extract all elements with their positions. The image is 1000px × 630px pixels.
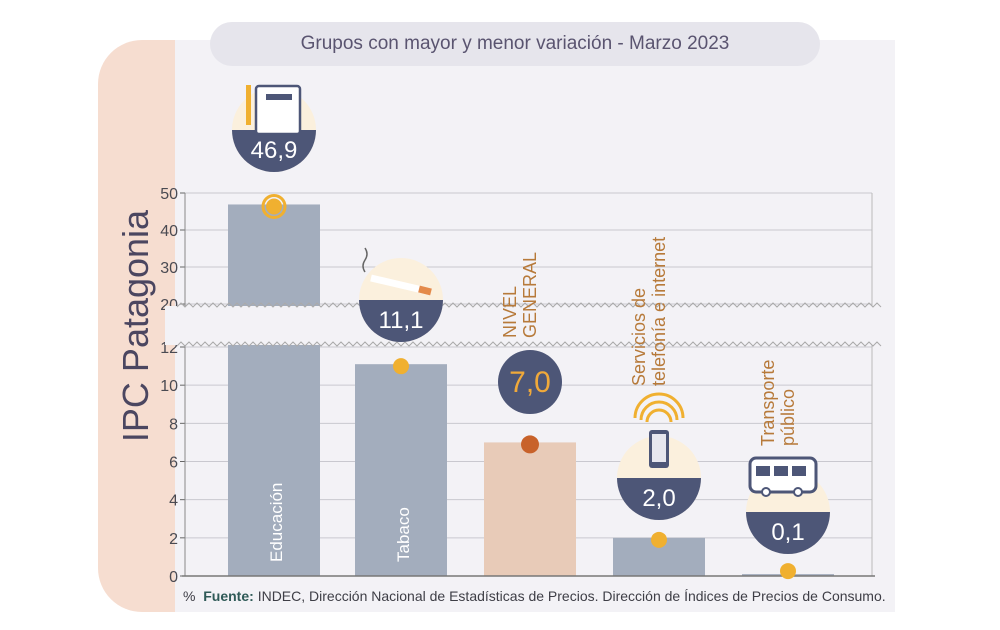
value-label: 2,0 [642, 485, 675, 512]
axis-break-line [176, 302, 882, 308]
value-badge-base [359, 300, 443, 342]
bar-1 [355, 364, 447, 576]
wifi-arc [639, 400, 679, 421]
bus-window [774, 466, 788, 476]
y-tick-label: 50 [160, 186, 178, 203]
value-badge [498, 350, 562, 414]
bus-icon [748, 456, 818, 497]
wifi-arc [645, 408, 673, 423]
value-label: 7,0 [509, 366, 551, 399]
source-label: Fuente: [203, 588, 254, 604]
category-label-line: Educación [267, 483, 286, 562]
value-dot [651, 531, 667, 548]
bar-0 [228, 204, 320, 576]
category-label-line: GENERAL [520, 252, 540, 338]
bus-wheel [793, 487, 803, 497]
category-label: Tabaco [394, 507, 413, 562]
chart-title: Grupos con mayor y menor variación - Mar… [210, 22, 820, 66]
y-tick-label: 0 [169, 569, 178, 586]
value-badge-base [232, 130, 316, 172]
book-label [266, 94, 292, 100]
value-badge-base [617, 478, 701, 520]
book-pencil-icon [246, 84, 302, 136]
y-tick-label: 6 [169, 455, 178, 472]
bus-window [756, 466, 770, 476]
category-label-line: Tabaco [394, 507, 413, 562]
value-dot [521, 435, 539, 454]
bar-2 [484, 442, 576, 576]
bus-wheel [761, 487, 771, 497]
y-tick-label: 4 [169, 493, 178, 510]
category-label: Transportepúblico [758, 360, 798, 446]
y-tick-label: 8 [169, 416, 178, 433]
value-label: 11,1 [379, 307, 424, 334]
dot-ring [261, 193, 287, 219]
category-label-line: Servicios de [629, 288, 649, 386]
y-tick-label: 30 [160, 260, 178, 277]
category-label: NIVELGENERAL [500, 252, 540, 338]
y-tick-label: 2 [169, 531, 178, 548]
source-text: INDEC, Dirección Nacional de Estadística… [257, 588, 886, 604]
value-dot [780, 563, 796, 580]
phone-screen [652, 434, 666, 462]
value-label: 0,1 [771, 519, 804, 546]
cigarette-filter [418, 285, 432, 296]
value-dot [393, 358, 409, 375]
wifi-arc [633, 392, 685, 419]
y-tick-label: 10 [160, 378, 178, 395]
smoke [362, 247, 368, 273]
smartphone-wifi-icon [633, 392, 685, 468]
category-label: Servicios detelefonía e internet [629, 237, 669, 386]
category-label: Educación [267, 483, 286, 562]
category-label-line: Transporte [758, 360, 778, 446]
axis-break-band [165, 306, 892, 345]
y-tick-label: 40 [160, 223, 178, 240]
category-label-line: NIVEL [500, 286, 520, 338]
value-label: 46,9 [251, 137, 298, 164]
book-icon [254, 84, 302, 136]
category-label-line: público [778, 389, 798, 446]
value-dot [266, 198, 282, 215]
value-badge-base [746, 512, 830, 554]
unit-label: % [183, 588, 196, 604]
pencil-icon [246, 85, 251, 125]
bus-window [792, 466, 806, 476]
source-footer: % Fuente: INDEC, Dirección Nacional de E… [183, 588, 886, 604]
category-label-line: telefonía e internet [649, 237, 669, 386]
axis-break-line [176, 341, 882, 347]
cigarette-icon [362, 247, 432, 296]
